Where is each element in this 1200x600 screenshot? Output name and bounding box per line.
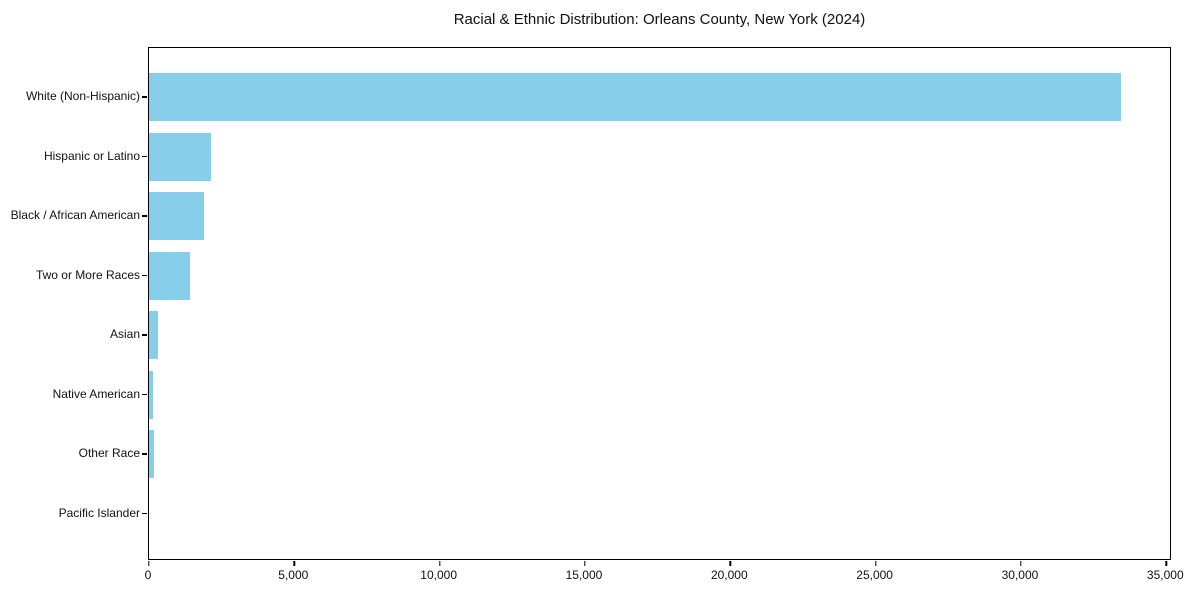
- y-axis-labels: White (Non-Hispanic) Hispanic or Latino Bl…: [0, 47, 140, 560]
- bar: [149, 251, 190, 300]
- y-axis-label: Native American: [52, 386, 140, 401]
- x-axis-tick: [438, 561, 441, 566]
- x-axis-tick: [1020, 561, 1022, 566]
- y-axis-label: Asian: [109, 327, 140, 341]
- y-axis-label: Black / African American: [10, 208, 140, 222]
- y-axis-tick: [142, 393, 147, 396]
- x-axis-tick-label: 30,000: [1001, 568, 1039, 582]
- x-axis-tick-label: 20,000: [710, 568, 748, 582]
- y-axis-tick: [142, 274, 147, 277]
- bar: [149, 192, 205, 240]
- x-axis-tick-label: 10,000: [420, 568, 457, 582]
- y-axis-label: Other Race: [78, 446, 140, 460]
- y-axis-label: White (Non-Hispanic): [25, 89, 140, 103]
- chart-title: Racial & Ethnic Distribution: Orleans Co…: [453, 11, 866, 28]
- x-axis-tick-label: 5,000: [278, 568, 309, 582]
- bar: [149, 430, 155, 478]
- y-axis-tick: [142, 334, 147, 336]
- bar: [149, 132, 212, 181]
- x-axis-tick-label: 0: [144, 568, 152, 582]
- x-axis-tick-label: 35,000: [1146, 568, 1184, 582]
- y-axis-tick: [142, 96, 147, 98]
- x-axis-labels: 0 5,000 10,000 15,000 20,000 25,000 30,000 35,0…: [144, 568, 1184, 588]
- bar: [149, 311, 158, 359]
- bar: [149, 73, 1122, 121]
- y-axis-tick: [142, 215, 147, 217]
- x-axis-tick: [874, 561, 877, 566]
- x-axis-tick: [729, 561, 731, 566]
- y-axis-tick: [142, 155, 147, 158]
- x-axis-tick-label: 25,000: [856, 568, 893, 582]
- y-axis-label: Hispanic or Latino: [43, 148, 140, 163]
- x-axis-tick-label: 15,000: [565, 568, 603, 582]
- y-axis-tick: [142, 453, 147, 455]
- y-axis-label: Pacific Islander: [58, 505, 140, 520]
- y-axis-label: Two or More Races: [35, 267, 140, 282]
- x-axis-tick: [1165, 561, 1167, 566]
- x-axis-tick: [584, 561, 586, 566]
- plot-area: [142, 47, 1171, 566]
- x-axis-tick: [148, 561, 150, 566]
- x-axis-tick: [293, 561, 296, 566]
- y-axis-tick: [142, 512, 147, 515]
- bar: [149, 370, 154, 419]
